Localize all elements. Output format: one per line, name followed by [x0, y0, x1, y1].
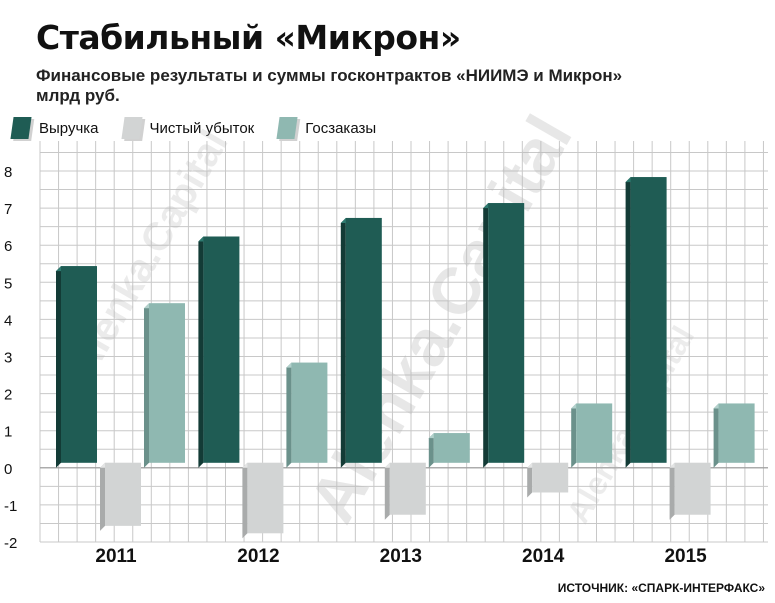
- loss-bar-top: [669, 462, 711, 468]
- loss-bar-front: [389, 462, 426, 515]
- revenue-bar: [198, 236, 240, 468]
- revenue-bar-side: [198, 236, 204, 468]
- loss-bar-side: [384, 462, 390, 520]
- watermark-text: Alenka.Capital: [294, 103, 585, 534]
- y-tick-label: 8: [4, 164, 12, 181]
- contracts-bar-side: [713, 403, 719, 468]
- loss-bar-side: [242, 462, 248, 539]
- contracts-bar-top: [428, 433, 470, 439]
- legend-item-loss: Чистый убыток: [120, 117, 255, 139]
- legend-swatch-loss: [120, 117, 143, 139]
- revenue-bar-top: [483, 203, 525, 209]
- loss-bar: [384, 462, 426, 520]
- loss-bar-side: [669, 462, 675, 520]
- contracts-bar-side: [144, 303, 149, 468]
- y-tick-label: 0: [4, 461, 12, 478]
- x-category-label: 2013: [380, 546, 422, 567]
- revenue-bar-side: [625, 177, 631, 468]
- chart-title: Стабильный «Микрон»: [36, 18, 461, 57]
- revenue-bar-front: [630, 177, 667, 463]
- revenue-bar-top: [198, 236, 240, 242]
- y-tick-label: 4: [4, 312, 12, 329]
- x-category-label: 2012: [237, 546, 279, 567]
- revenue-bar-top: [340, 217, 382, 223]
- y-tick-label: 1: [4, 424, 12, 441]
- revenue-bar: [56, 266, 97, 468]
- loss-bar-top: [384, 462, 426, 468]
- contracts-bar-top: [144, 303, 185, 309]
- y-tick-label: 3: [4, 350, 12, 367]
- legend-label-revenue: Выручка: [39, 119, 99, 137]
- legend-swatch-contracts: [276, 117, 298, 139]
- loss-bar-top: [527, 462, 569, 468]
- legend: Выручка Чистый убыток Госзаказы: [10, 117, 400, 139]
- contracts-bar: [713, 403, 755, 468]
- y-tick-label: -1: [4, 498, 17, 515]
- loss-bar-top: [242, 462, 284, 468]
- chart-unit: млрд руб.: [36, 86, 120, 105]
- x-category-label: 2011: [95, 546, 137, 567]
- contracts-bar-front: [433, 433, 470, 463]
- contracts-bar-side: [428, 433, 434, 468]
- contracts-bar-side: [571, 403, 577, 468]
- x-category-label: 2014: [522, 546, 565, 567]
- contracts-bar-side: [286, 362, 292, 468]
- watermark-text: Alenka.Capital: [560, 320, 701, 529]
- revenue-bar-front: [345, 217, 382, 463]
- contracts-bar: [144, 303, 185, 468]
- y-tick-label: -2: [4, 535, 17, 552]
- y-tick-label: 7: [4, 201, 12, 218]
- loss-bar-front: [105, 462, 141, 526]
- contracts-bar-front: [718, 403, 755, 463]
- contracts-bar: [571, 403, 613, 468]
- legend-item-revenue: Выручка: [10, 117, 99, 139]
- y-tick-label: 6: [4, 238, 12, 255]
- contracts-bar-front: [149, 303, 185, 463]
- legend-swatch-revenue: [10, 117, 32, 139]
- contracts-bar: [286, 362, 328, 468]
- contracts-bar-top: [713, 403, 755, 409]
- chart-subtitle: Финансовые результаты и суммы госконтрак…: [36, 66, 623, 85]
- source-note: ИСТОЧНИК: «СПАРК-ИНТЕРФАКС»: [557, 581, 765, 595]
- legend-label-contracts: Госзаказы: [305, 119, 377, 137]
- loss-bar: [100, 462, 141, 531]
- revenue-bar-front: [488, 203, 525, 463]
- watermark-text: Alenka.Capital: [61, 123, 237, 384]
- loss-bar-front: [674, 462, 711, 515]
- revenue-bar-front: [61, 266, 97, 463]
- contracts-bar: [428, 433, 470, 468]
- loss-bar-front: [247, 462, 284, 534]
- loss-bar: [242, 462, 284, 539]
- loss-bar-top: [100, 462, 141, 468]
- contracts-bar-front: [576, 403, 613, 463]
- contracts-bar-top: [571, 403, 613, 409]
- revenue-bar-front: [203, 236, 240, 463]
- revenue-bar-side: [340, 217, 346, 468]
- loss-bar: [669, 462, 711, 520]
- contracts-bar-front: [291, 362, 328, 463]
- contracts-bar-top: [286, 362, 328, 368]
- revenue-bar-top: [625, 177, 667, 183]
- revenue-bar: [625, 177, 667, 468]
- loss-bar-side: [527, 462, 533, 498]
- loss-bar: [527, 462, 569, 498]
- y-tick-label: 5: [4, 275, 12, 292]
- revenue-bar-top: [56, 266, 97, 272]
- revenue-bar: [340, 217, 382, 468]
- loss-bar-side: [100, 462, 105, 531]
- y-tick-label: 2: [4, 387, 12, 404]
- x-category-label: 2015: [664, 546, 707, 567]
- revenue-bar-side: [56, 266, 61, 468]
- loss-bar-front: [532, 462, 569, 493]
- legend-label-loss: Чистый убыток: [149, 119, 255, 137]
- revenue-bar: [483, 203, 525, 468]
- legend-item-contracts: Госзаказы: [276, 117, 377, 139]
- revenue-bar-side: [483, 203, 489, 468]
